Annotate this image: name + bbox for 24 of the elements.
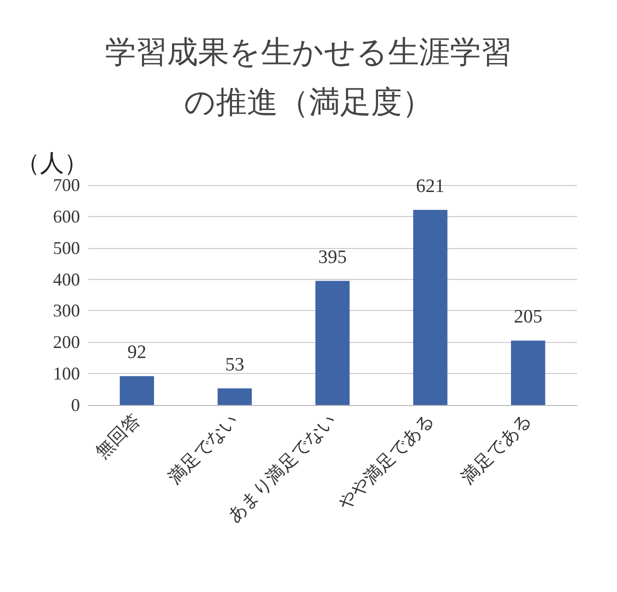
- bar: [218, 388, 252, 405]
- bar: [510, 340, 546, 405]
- y-tick-label: 0: [71, 395, 80, 415]
- chart-title: 学習成果を生かせる生涯学習の推進（満足度）: [105, 34, 512, 120]
- x-tick-label: やや満足である: [334, 410, 438, 514]
- y-tick-label: 200: [53, 332, 80, 352]
- y-tick-label: 300: [53, 300, 80, 321]
- y-tick-label: 600: [53, 206, 80, 226]
- data-label: 92: [127, 342, 146, 364]
- data-label: 621: [416, 176, 445, 197]
- y-tick-label: 100: [53, 364, 80, 384]
- data-label: 395: [318, 246, 347, 268]
- x-tick-label: 無回答: [92, 410, 144, 462]
- y-tick-label: 700: [53, 175, 80, 195]
- y-axis-title: （人）: [16, 151, 88, 178]
- data-label: 205: [514, 306, 542, 328]
- bar: [315, 280, 350, 405]
- data-label: 53: [225, 354, 244, 376]
- x-tick-label: 満足でない: [164, 410, 242, 488]
- x-tick-label: 満足である: [457, 410, 536, 488]
- bar: [413, 210, 448, 405]
- bar: [120, 376, 154, 405]
- y-tick-label: 400: [53, 269, 80, 290]
- y-tick-label: 500: [53, 238, 80, 258]
